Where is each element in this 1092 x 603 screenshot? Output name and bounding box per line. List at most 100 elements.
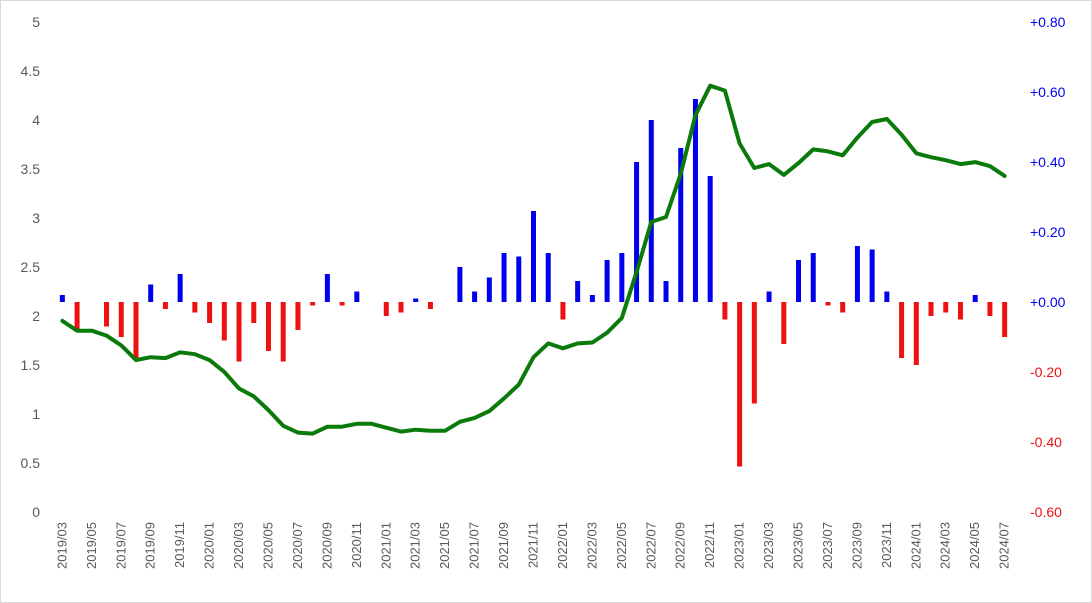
- change-bar: [751, 302, 757, 404]
- x-tick-label: 2021/01: [378, 522, 393, 569]
- x-tick-label: 2024/03: [938, 522, 953, 569]
- change-bar: [692, 99, 698, 302]
- left-tick-label: 0: [32, 504, 40, 520]
- change-bar: [207, 302, 213, 323]
- x-tick-label: 2023/05: [791, 522, 806, 569]
- change-bar: [825, 302, 831, 306]
- change-bar: [899, 302, 905, 358]
- change-bar: [221, 302, 227, 341]
- x-tick-label: 2020/07: [290, 522, 305, 569]
- x-tick-label: 2023/09: [849, 522, 864, 569]
- x-tick-label: 2024/07: [997, 522, 1012, 569]
- x-tick-label: 2023/01: [732, 522, 747, 569]
- change-bar: [251, 302, 257, 323]
- change-bar: [457, 267, 463, 302]
- x-tick-label: 2021/05: [437, 522, 452, 569]
- change-bar: [722, 302, 728, 320]
- change-bar: [604, 260, 610, 302]
- left-tick-label: 3.5: [21, 161, 41, 177]
- change-bar: [854, 246, 860, 302]
- x-tick-label: 2024/01: [908, 522, 923, 569]
- change-bar: [869, 249, 875, 302]
- x-tick-label: 2020/03: [231, 522, 246, 569]
- left-tick-label: 4.5: [21, 63, 41, 79]
- x-tick-label: 2019/11: [172, 522, 187, 568]
- x-tick-label: 2022/03: [584, 522, 599, 569]
- change-bar: [589, 295, 595, 302]
- left-tick-label: 0.5: [21, 455, 41, 471]
- left-tick-label: 1: [32, 406, 40, 422]
- x-tick-label: 2020/05: [260, 522, 275, 569]
- change-bar: [177, 274, 183, 302]
- right-tick-label: -0.20: [1030, 364, 1062, 380]
- change-bar: [737, 302, 743, 467]
- change-bar: [310, 302, 316, 306]
- change-bar: [148, 284, 154, 302]
- change-bar: [354, 291, 360, 302]
- left-tick-label: 2.5: [21, 259, 41, 275]
- change-bar: [339, 302, 345, 306]
- change-bar: [472, 291, 478, 302]
- change-bar: [280, 302, 286, 362]
- change-bar: [192, 302, 198, 313]
- x-tick-label: 2020/11: [349, 522, 364, 568]
- left-tick-label: 4: [32, 112, 40, 128]
- change-bar: [295, 302, 301, 330]
- left-tick-label: 1.5: [21, 357, 41, 373]
- right-tick-label: +0.60: [1030, 84, 1066, 100]
- x-tick-label: 2023/11: [879, 522, 894, 568]
- change-bar: [707, 176, 713, 302]
- change-bar: [913, 302, 919, 365]
- x-tick-label: 2020/09: [319, 522, 334, 569]
- change-bar: [545, 253, 551, 302]
- change-bar: [516, 256, 522, 302]
- change-bar: [796, 260, 802, 302]
- x-tick-label: 2023/03: [761, 522, 776, 569]
- change-bar: [884, 291, 890, 302]
- change-bar: [531, 211, 536, 302]
- change-bar: [987, 302, 993, 316]
- x-tick-label: 2023/07: [820, 522, 835, 569]
- change-bar: [59, 295, 65, 302]
- left-axis-ticks: 0 0.5 1 1.5 2 2.5 3 3.5 4 4.5 5: [21, 14, 41, 520]
- right-tick-label: -0.60: [1030, 504, 1062, 520]
- x-tick-label: 2022/11: [702, 522, 717, 568]
- change-bar: [104, 302, 110, 327]
- x-tick-label: 2019/05: [84, 522, 99, 569]
- x-tick-label: 2021/03: [408, 522, 423, 569]
- change-bar: [619, 253, 625, 302]
- x-tick-label: 2021/07: [467, 522, 482, 569]
- change-bar: [486, 277, 492, 302]
- change-bar: [575, 281, 581, 302]
- change-bar: [427, 302, 433, 309]
- change-bar: [560, 302, 566, 320]
- change-bar: [501, 253, 507, 302]
- change-bar: [265, 302, 271, 351]
- x-tick-label: 2020/01: [202, 522, 217, 569]
- x-tick-label: 2022/07: [643, 522, 658, 569]
- change-bar: [413, 298, 419, 302]
- change-bar: [648, 120, 654, 302]
- right-tick-label: -0.40: [1030, 434, 1062, 450]
- change-bar: [634, 162, 640, 302]
- change-bar: [810, 253, 816, 302]
- right-axis-ticks: +0.80 +0.60 +0.40 +0.20 +0.00 -0.20 -0.40 -0.60: [1030, 14, 1066, 520]
- change-bar: [383, 302, 389, 316]
- change-bar: [324, 274, 330, 302]
- x-tick-label: 2024/05: [967, 522, 982, 569]
- x-tick-label: 2021/09: [496, 522, 511, 569]
- change-bars: [59, 99, 1008, 467]
- change-bar: [162, 302, 168, 309]
- change-bar: [398, 302, 404, 313]
- x-tick-label: 2022/09: [673, 522, 688, 569]
- left-tick-label: 5: [32, 14, 40, 30]
- change-bar: [236, 302, 242, 362]
- change-bar: [943, 302, 949, 313]
- left-tick-label: 3: [32, 210, 40, 226]
- x-tick-label: 2019/03: [54, 522, 69, 569]
- x-tick-label: 2021/11: [526, 522, 541, 568]
- right-tick-label: +0.00: [1030, 294, 1066, 310]
- level-line: [60, 83, 1007, 436]
- x-tick-label: 2022/01: [555, 522, 570, 569]
